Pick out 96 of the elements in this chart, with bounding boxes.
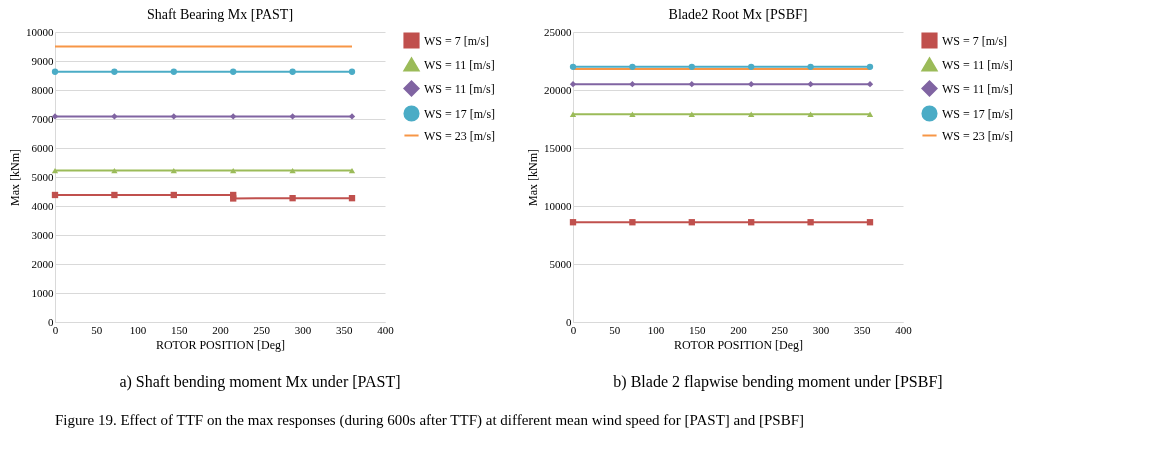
y-tick-label: 1000	[31, 286, 54, 299]
point	[348, 167, 356, 174]
y-axis-title: Max [kNm]	[526, 149, 540, 206]
legend-label: WS = 11 [m/s]	[424, 81, 495, 96]
point	[748, 219, 755, 226]
y-tick-label: 4000	[31, 199, 54, 212]
point	[230, 68, 237, 75]
y-tick-label: 20000	[544, 83, 572, 96]
point	[289, 113, 296, 120]
x-tick-label: 400	[377, 323, 395, 336]
y-tick-label: 9000	[31, 54, 54, 67]
y-tick-label: 10000	[26, 25, 54, 38]
point	[170, 113, 177, 120]
legend-label: WS = 11 [m/s]	[942, 57, 1013, 72]
point	[688, 81, 695, 88]
legend-label: WS = 7 [m/s]	[942, 33, 1008, 48]
x-tick-label: 100	[647, 323, 665, 336]
legend-label: WS = 17 [m/s]	[424, 106, 496, 121]
x-tick-label: 150	[171, 323, 188, 336]
caption: Figure 19. Effect of TTF on the max responses (during 600s after TTF) at different mean wind speed for [PAST] and [PSBF]	[55, 411, 805, 429]
point	[569, 111, 577, 118]
point	[289, 167, 296, 174]
x-axis-title: ROTOR POSITION [Deg]	[155, 337, 286, 352]
point	[51, 167, 59, 174]
y-tick-label: 25000	[544, 25, 572, 38]
x-tick-label: 250	[253, 323, 271, 336]
point	[230, 195, 237, 202]
y-tick-label: 6000	[31, 141, 54, 154]
x-tick-label: 200	[730, 323, 748, 336]
point	[688, 111, 695, 118]
point	[807, 81, 814, 88]
point	[348, 113, 356, 120]
x-tick-label: 300	[294, 323, 312, 336]
point	[569, 81, 577, 88]
y-tick-label: 0	[48, 315, 54, 328]
point	[748, 81, 755, 88]
legend-label: WS = 11 [m/s]	[942, 81, 1013, 96]
x-tick-label: 200	[212, 323, 230, 336]
point	[688, 219, 695, 226]
y-axis-title: Max [kNm]	[8, 149, 22, 206]
point	[866, 219, 874, 226]
point	[629, 219, 636, 226]
chart-title: Blade2 Root Mx [PSBF]	[668, 7, 808, 22]
legend-label: WS = 7 [m/s]	[424, 33, 490, 48]
point	[111, 113, 118, 120]
x-tick-label: 350	[854, 323, 871, 336]
point	[807, 111, 814, 118]
point	[51, 191, 59, 199]
x-axis-title: ROTOR POSITION [Deg]	[673, 337, 804, 352]
x-tick-label: 50	[609, 323, 621, 336]
point	[289, 195, 296, 202]
point	[170, 68, 177, 75]
point	[866, 63, 874, 70]
y-tick-label: 3000	[31, 228, 54, 241]
point	[51, 68, 59, 75]
point	[807, 219, 814, 226]
point	[348, 68, 356, 75]
point	[569, 63, 577, 70]
y-tick-label: 2000	[31, 257, 54, 270]
y-tick-label: 10000	[544, 199, 572, 212]
legend-label: WS = 23 [m/s]	[424, 128, 496, 143]
y-tick-label: 5000	[31, 170, 54, 183]
point	[348, 195, 356, 202]
point	[629, 81, 636, 88]
point	[748, 111, 755, 118]
y-tick-label: 0	[566, 315, 572, 328]
text: a) Shaft bending moment Mx under [PAST]	[119, 373, 401, 391]
point	[688, 63, 695, 70]
chart-title: Shaft Bearing Mx [PAST]	[146, 7, 294, 22]
point	[629, 63, 636, 70]
x-tick-label: 100	[129, 323, 147, 336]
point	[230, 113, 237, 120]
point	[289, 68, 296, 75]
point	[170, 191, 177, 199]
text: b) Blade 2 flapwise bending moment under [PSBF]	[613, 373, 943, 391]
y-tick-label: 7000	[31, 112, 54, 125]
x-tick-label: 250	[771, 323, 789, 336]
point	[569, 219, 577, 226]
point	[807, 63, 814, 70]
x-tick-label: 150	[689, 323, 706, 336]
legend-label: WS = 11 [m/s]	[424, 57, 495, 72]
x-tick-label: 350	[336, 323, 353, 336]
y-tick-label: 15000	[544, 141, 572, 154]
point	[111, 68, 118, 75]
point	[629, 111, 636, 118]
y-tick-label: 8000	[31, 83, 54, 96]
point	[748, 63, 755, 70]
x-tick-label: 300	[812, 323, 830, 336]
y-tick-label: 5000	[549, 257, 572, 270]
point	[111, 191, 118, 199]
point	[866, 111, 874, 118]
point	[866, 81, 874, 88]
x-tick-label: 400	[895, 323, 913, 336]
legend-label: WS = 23 [m/s]	[942, 128, 1014, 143]
x-tick-label: 50	[91, 323, 103, 336]
legend-label: WS = 17 [m/s]	[942, 106, 1014, 121]
